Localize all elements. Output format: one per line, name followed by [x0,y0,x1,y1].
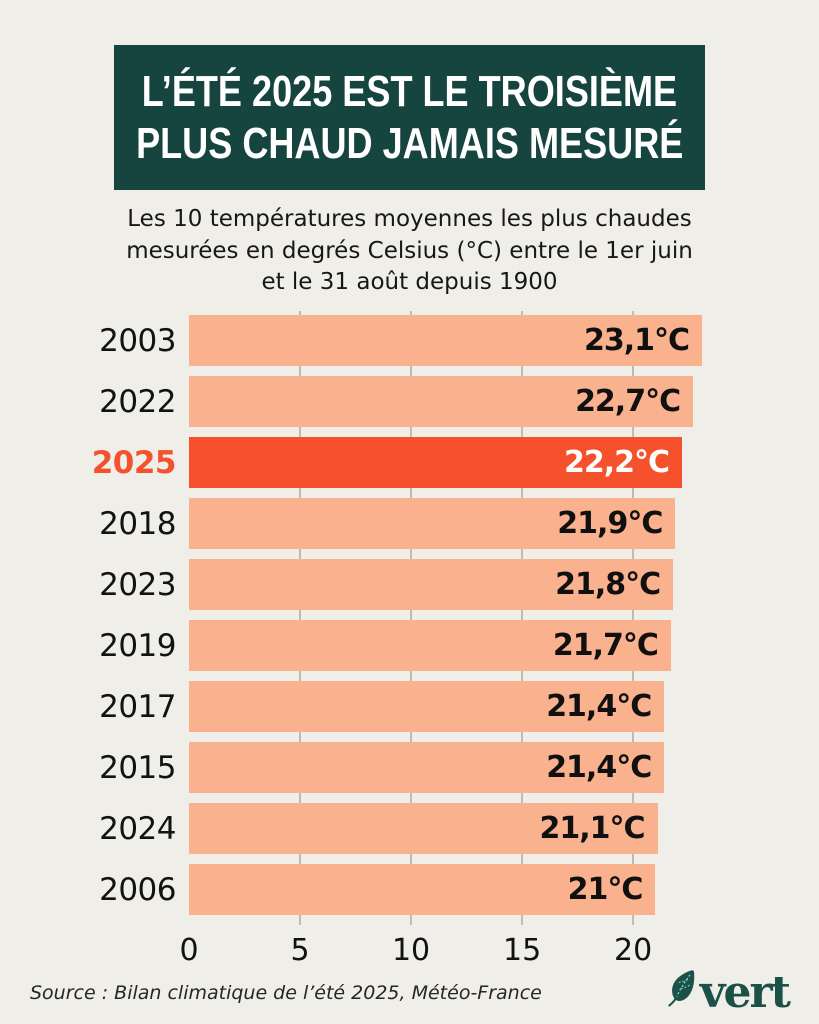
grid-layer [189,311,702,925]
x-tick-label: 15 [503,933,542,968]
bar-value-label: 21,8°C [555,567,661,602]
bar-2017: 21,4°C [189,681,665,732]
chart-row: 2006 21°C [0,864,819,915]
bar-value-label: 21,4°C [546,689,652,724]
bar-area: 21°C [189,864,702,915]
bar-year-label: 2017 [99,688,176,725]
title-banner: L’ÉTÉ 2025 EST LE TROISIÈME PLUS CHAUD J… [114,45,705,190]
bar-year-label: 2018 [99,505,176,542]
bar-2025: 22,2°C [189,437,682,488]
vert-logo: vert [667,967,791,1019]
bar-area: 21,4°C [189,742,702,793]
bar-value-label: 23,1°C [583,323,690,358]
gridline [299,311,302,925]
x-tick-label: 10 [391,933,431,968]
x-tick-label: 0 [179,933,199,968]
bar-value-label: 21,4°C [546,750,652,785]
bar-year-label: 2015 [99,749,176,786]
title-line-2: PLUS CHAUD JAMAIS MESURÉ [135,118,684,168]
chart-row: 2025 22,2°C [0,437,819,488]
title-line-1: L’ÉTÉ 2025 EST LE TROISIÈME [141,66,678,116]
bar-area: 22,7°C [189,376,702,427]
x-axis: 0 5 10 15 20 [179,929,702,973]
bar-year-label: 2024 [99,810,176,847]
chart-subtitle: Les 10 températures moyennes les plus ch… [0,204,819,299]
gridline [632,311,635,925]
bar-2024: 21,1°C [189,803,658,854]
gridline [521,311,524,925]
bar-2015: 21,4°C [189,742,665,793]
x-tick-label: 5 [290,933,310,968]
bar-value-label: 21,7°C [552,628,659,663]
bar-area: 21,8°C [189,559,702,610]
bar-2022: 22,7°C [189,376,694,427]
chart-row: 2018 21,9°C [0,498,819,549]
bar-value-label: 21,9°C [557,506,663,541]
bar-area: 21,4°C [189,681,702,732]
bar-year-label: 2006 [99,871,176,908]
temperature-bar-chart: 2003 23,1°C 2022 22,7°C 2025 22,2°C 2018 21,9°C… [0,311,819,975]
bar-area: 21,9°C [189,498,702,549]
chart-row: 2024 21,1°C [0,803,819,854]
chart-row: 2003 23,1°C [0,315,819,366]
chart-row: 2022 22,7°C [0,376,819,427]
source-text: Source : Bilan climatique de l’été 2025,… [30,982,542,1004]
bar-2023: 21,8°C [189,559,674,610]
bar-year-label: 2003 [99,322,176,359]
x-tick-label: 20 [614,933,653,968]
subtitle-line-1: Les 10 températures moyennes les plus ch… [127,206,692,232]
chart-row: 2019 21,7°C [0,620,819,671]
bar-area: 21,7°C [189,620,702,671]
bar-2019: 21,7°C [189,620,671,671]
subtitle-line-3: et le 31 août depuis 1900 [261,269,558,296]
subtitle-line-2: mesurées en degrés Celsius (°C) entre le… [126,237,693,264]
bar-area: 21,1°C [189,803,702,854]
chart-rows: 2003 23,1°C 2022 22,7°C 2025 22,2°C 2018 21,9°C… [0,315,819,915]
chart-row: 2023 21,8°C [0,559,819,610]
bar-value-label: 22,2°C [563,445,670,480]
bar-area: 23,1°C [189,315,702,366]
bar-area: 22,2°C [189,437,702,488]
bar-year-label: 2025 [91,444,177,481]
leaf-icon [667,968,699,1012]
bar-year-label: 2019 [99,627,176,664]
chart-row: 2017 21,4°C [0,681,819,732]
brand-wordmark: vert [699,967,791,1019]
bar-year-label: 2022 [99,383,176,420]
bar-2018: 21,9°C [189,498,676,549]
bar-2003: 23,1°C [189,315,702,366]
bar-year-label: 2023 [99,566,176,603]
footer: Source : Bilan climatique de l’été 2025,… [0,962,819,1024]
chart-row: 2015 21,4°C [0,742,819,793]
bar-value-label: 21°C [567,872,644,907]
bar-value-label: 21,1°C [539,811,646,846]
gridline [410,311,413,925]
bar-value-label: 22,7°C [575,384,681,419]
bar-2006: 21°C [189,864,656,915]
